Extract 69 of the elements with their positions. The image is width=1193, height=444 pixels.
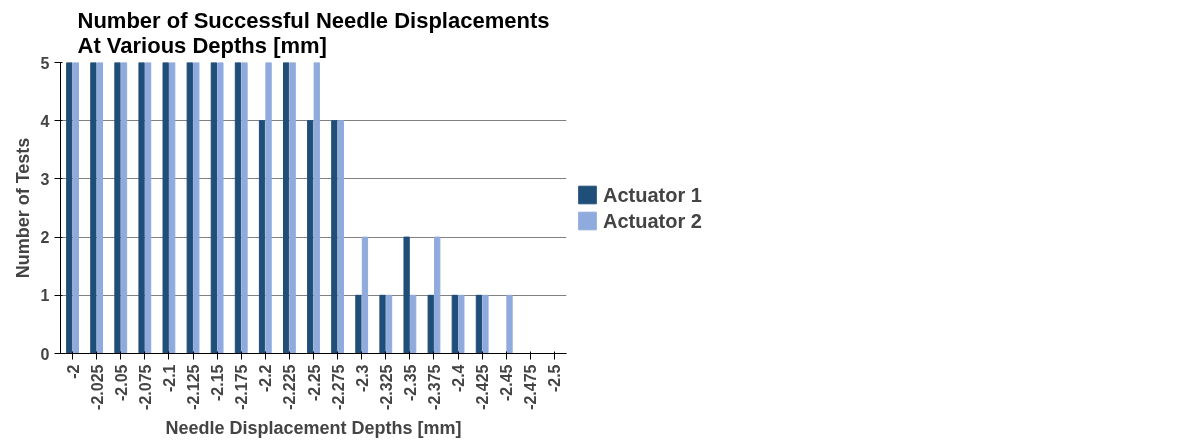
bar bbox=[434, 236, 441, 354]
x-tick-label: -2.025 bbox=[88, 364, 106, 410]
x-tick-label: -2.225 bbox=[281, 364, 299, 410]
y-tick-label: 2 bbox=[40, 229, 50, 247]
x-tick-label: -2.175 bbox=[233, 364, 251, 410]
bar bbox=[90, 62, 97, 354]
bar bbox=[506, 294, 513, 354]
bar bbox=[355, 294, 362, 354]
bar bbox=[427, 294, 434, 354]
bar bbox=[265, 62, 272, 354]
bar bbox=[66, 62, 73, 354]
bar bbox=[217, 62, 224, 354]
bar bbox=[379, 294, 386, 354]
legend-label: Actuator 1 bbox=[603, 183, 702, 206]
bar bbox=[96, 62, 104, 354]
bar bbox=[475, 294, 483, 354]
legend-label: Actuator 2 bbox=[603, 209, 702, 232]
bar bbox=[289, 62, 296, 354]
x-tick-label: -2.1 bbox=[160, 364, 178, 393]
bar bbox=[234, 62, 242, 354]
bar bbox=[451, 294, 458, 354]
bar bbox=[144, 62, 152, 354]
bar bbox=[72, 62, 79, 354]
bar bbox=[258, 120, 266, 354]
bar bbox=[138, 62, 145, 354]
bar bbox=[313, 62, 320, 354]
x-tick-label: -2.275 bbox=[329, 364, 347, 410]
x-tick-label: -2.2 bbox=[257, 364, 275, 393]
bar bbox=[193, 62, 200, 354]
bar bbox=[385, 294, 393, 354]
x-tick-label: -2 bbox=[64, 364, 82, 379]
x-tick-label: -2.15 bbox=[209, 364, 227, 401]
bar bbox=[337, 120, 344, 354]
x-axis-title: Needle Displacement Depths [mm] bbox=[165, 417, 462, 438]
y-tick-label: 5 bbox=[40, 54, 50, 72]
y-axis-title: Number of Tests bbox=[12, 137, 33, 279]
bar bbox=[482, 294, 489, 354]
bar bbox=[162, 62, 169, 354]
x-tick-label: -2.5 bbox=[546, 364, 564, 393]
bar bbox=[210, 62, 218, 354]
x-tick-label: -2.05 bbox=[112, 364, 130, 401]
x-tick-label: -2.375 bbox=[425, 364, 443, 410]
x-tick-label: -2.35 bbox=[401, 364, 419, 401]
bar bbox=[409, 294, 417, 354]
bar bbox=[120, 62, 128, 354]
x-tick-label: -2.25 bbox=[305, 364, 323, 401]
bar bbox=[114, 62, 121, 354]
x-tick-label: -2.325 bbox=[377, 364, 395, 410]
y-tick-label: 3 bbox=[40, 170, 50, 188]
y-tick-label: 4 bbox=[40, 112, 50, 130]
y-tick-label: 0 bbox=[40, 345, 50, 363]
bar bbox=[169, 62, 176, 354]
bar bbox=[403, 236, 410, 354]
x-tick-label: -2.45 bbox=[498, 364, 516, 401]
bar bbox=[283, 62, 290, 354]
bar bbox=[458, 294, 465, 354]
x-tick-label: -2.475 bbox=[522, 364, 540, 410]
x-tick-label: -2.4 bbox=[450, 364, 468, 393]
bar bbox=[307, 120, 314, 354]
bar bbox=[331, 120, 338, 354]
x-tick-label: -2.075 bbox=[136, 364, 154, 410]
y-tick-label: 1 bbox=[40, 287, 50, 305]
bar bbox=[186, 62, 193, 354]
bar bbox=[241, 62, 248, 354]
x-tick-label: -2.125 bbox=[185, 364, 203, 410]
chart-title: Number of Successful Needle Displacements At Various Depths [mm] bbox=[77, 7, 550, 58]
x-tick-label: -2.3 bbox=[353, 364, 371, 393]
bar bbox=[361, 236, 369, 354]
x-tick-label: -2.425 bbox=[474, 364, 492, 410]
